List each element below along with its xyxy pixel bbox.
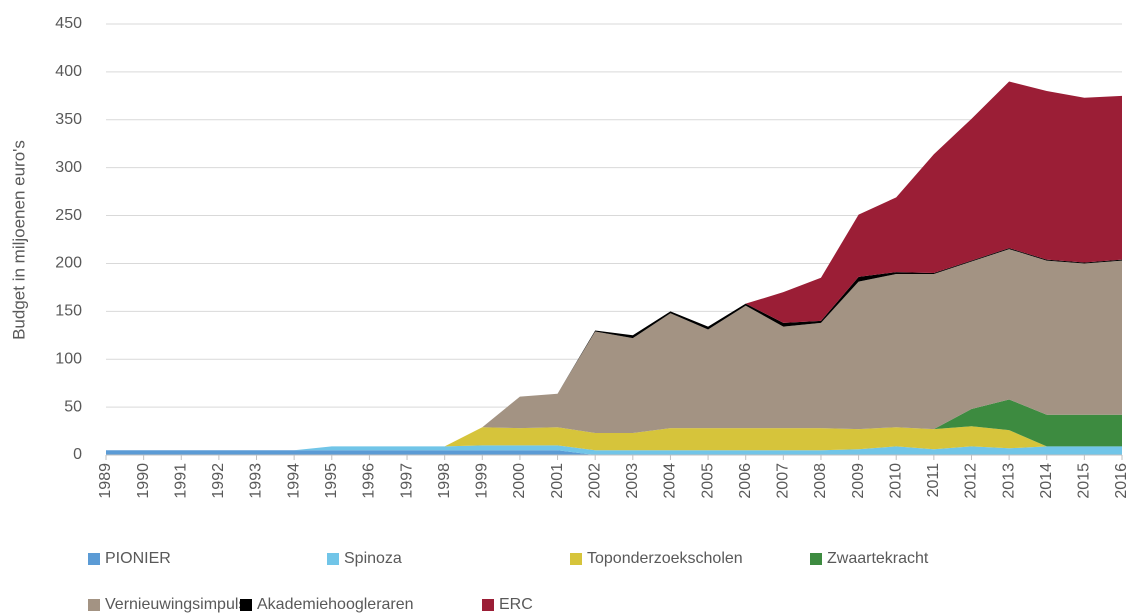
legend-swatch [570,553,582,565]
x-tick-label: 2012 [963,463,980,499]
y-tick-label: 300 [55,159,82,176]
x-tick-label: 1997 [398,463,415,499]
legend-label: PIONIER [105,550,171,567]
x-tick-label: 2010 [887,463,904,499]
area [106,249,1122,451]
x-tick-label: 2002 [586,463,603,499]
y-tick-label: 200 [55,255,82,272]
x-tick-label: 1991 [172,463,189,499]
legend-label: Akademiehoogleraren [257,596,414,613]
area [106,426,1122,451]
x-tick-label: 2004 [662,463,679,499]
x-tick-label: 2011 [925,463,942,498]
x-tick-label: 2009 [850,463,867,499]
x-tick-label: 1995 [323,463,340,499]
x-tick-label: 2015 [1076,463,1093,499]
x-tick-label: 2013 [1000,463,1017,499]
x-tick-label: 2007 [775,463,792,499]
x-tick-label: 2014 [1038,463,1055,499]
x-tick-label: 1998 [436,463,453,499]
y-axis-label: Budget in miljoenen euro's [9,140,28,340]
x-tick-label: 2001 [549,463,566,499]
legend-swatch [240,599,252,611]
x-tick-label: 1993 [248,463,265,499]
legend-swatch [88,599,100,611]
x-tick-label: 1994 [285,463,302,499]
area [106,399,1122,451]
area [106,450,1122,455]
legend-swatch [88,553,100,565]
x-tick-label: 1999 [474,463,491,499]
y-tick-label: 250 [55,207,82,224]
y-tick-label: 100 [55,350,82,367]
x-tick-label: 2000 [511,463,528,499]
legend-swatch [810,553,822,565]
y-tick-label: 450 [55,15,82,32]
legend-swatch [482,599,494,611]
legend-swatch [327,553,339,565]
x-tick-label: 2003 [624,463,641,499]
y-tick-label: 400 [55,63,82,80]
y-tick-label: 150 [55,303,82,320]
y-tick-label: 50 [64,398,82,415]
legend-label: Toponderzoekscholen [587,550,743,567]
legend-label: Vernieuwingsimpuls [105,596,246,613]
x-tick-label: 1996 [361,463,378,499]
x-tick-label: 2006 [737,463,754,499]
x-tick-label: 1992 [210,463,227,499]
y-tick-label: 0 [73,446,82,463]
area [106,81,1122,451]
x-tick-label: 2008 [812,463,829,499]
x-tick-label: 1989 [97,463,114,499]
legend-label: ERC [499,596,533,613]
y-tick-label: 350 [55,111,82,128]
x-tick-label: 2016 [1113,463,1130,499]
x-tick-label: 1990 [135,463,152,499]
x-tick-label: 2005 [699,463,716,499]
legend-label: Spinoza [344,550,402,567]
legend-label: Zwaartekracht [827,550,929,567]
